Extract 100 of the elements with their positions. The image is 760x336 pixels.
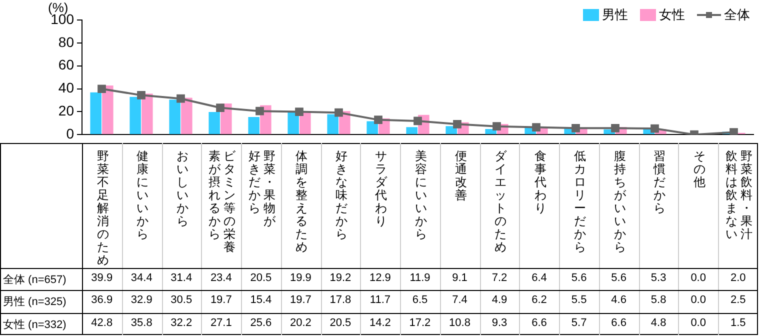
data-label: 14.2 <box>368 316 392 329</box>
bar <box>485 128 496 134</box>
data-label: 35.8 <box>130 316 154 329</box>
data-label: 0.0 <box>690 316 707 329</box>
data-label: 36.9 <box>90 294 114 306</box>
point <box>453 120 462 128</box>
data-label: 6.6 <box>610 316 628 329</box>
data-label: 12.9 <box>368 272 392 284</box>
point <box>137 90 146 100</box>
point <box>611 124 620 132</box>
data-label: 20.5 <box>249 272 273 284</box>
x-tick-label: 腹持ちがいいから <box>613 149 626 254</box>
bar <box>130 96 141 134</box>
data-label: 5.6 <box>610 272 628 284</box>
data-label: 4.6 <box>610 294 628 306</box>
point <box>730 128 738 135</box>
data-label: 19.7 <box>209 294 233 306</box>
x-tick-label: サラダ代わり <box>374 149 388 228</box>
data-label: 6.4 <box>530 272 548 284</box>
text: 全体 <box>3 274 25 286</box>
bar <box>142 94 153 134</box>
data-label: 7.4 <box>451 294 468 306</box>
category-label: 野菜不足解消のため <box>96 149 109 267</box>
data-label: 19.7 <box>288 294 312 306</box>
data-label: 15.4 <box>249 294 273 306</box>
text: (n=325) <box>28 296 66 308</box>
point <box>295 108 304 116</box>
x-tick-label: 好きな味だから <box>334 149 348 241</box>
data-label: 17.2 <box>408 316 432 329</box>
x-tick-label: 食事代わり <box>534 149 547 215</box>
x-tick-label: 低カロリーだから <box>574 149 587 254</box>
data-label: 17.8 <box>328 294 352 306</box>
x-tick-label: 体調を整えるため <box>295 149 308 254</box>
data-label: 5.6 <box>570 272 588 284</box>
data-label: 4.9 <box>490 294 508 306</box>
data-label: 19.2 <box>328 272 352 284</box>
data-label: 10.8 <box>448 316 472 329</box>
data-label: 42.8 <box>90 316 114 329</box>
data-label: 6.6 <box>530 316 548 329</box>
data-label: 25.6 <box>249 316 273 329</box>
text: 男性 <box>3 296 25 308</box>
category-label: 野菜飲料・果汁飲料は飲まない <box>726 149 753 241</box>
data-label: 30.5 <box>170 294 194 306</box>
category-label: ビタミン等の栄養素が摂れるから <box>208 149 236 254</box>
data-label: 0.0 <box>690 294 707 306</box>
data-label: 34.4 <box>130 272 154 284</box>
data-label: 19.9 <box>288 272 312 284</box>
point <box>414 116 422 126</box>
bar <box>102 86 114 134</box>
y-tick-label: 20 <box>58 102 74 119</box>
data-label: 39.9 <box>90 272 114 284</box>
data-label: 32.9 <box>130 294 154 306</box>
bar <box>327 114 338 134</box>
data-label: 6.2 <box>530 294 548 306</box>
bar <box>366 121 378 134</box>
data-label: 6.5 <box>411 294 429 306</box>
data-label: 1.5 <box>729 316 747 329</box>
point <box>532 123 540 132</box>
text: (n=657) <box>28 274 66 286</box>
bar <box>248 116 260 134</box>
legend-label: 女性 <box>659 6 685 24</box>
x-tick-label: おいしいから <box>176 149 189 228</box>
point <box>256 106 264 116</box>
y-tick-label: 0 <box>66 125 74 142</box>
y-tick-label: 80 <box>58 34 74 50</box>
data-label: 2.5 <box>729 294 747 306</box>
x-tick-label: ダイエットのため <box>494 149 508 254</box>
point <box>650 124 659 133</box>
point <box>572 124 580 132</box>
data-label: 5.5 <box>570 294 588 306</box>
y-tick-label: 60 <box>58 56 74 73</box>
data-label: 27.1 <box>209 316 233 329</box>
data-label: 11.9 <box>408 272 432 284</box>
legend-label: 男性 <box>602 6 628 24</box>
data-label: 0.0 <box>690 272 707 284</box>
bar <box>288 112 299 134</box>
point <box>334 108 343 117</box>
text: 女性 <box>3 318 25 331</box>
bar <box>406 127 418 134</box>
data-label: 7.2 <box>490 272 508 284</box>
bar <box>181 98 192 134</box>
point <box>216 104 224 112</box>
x-tick-label: 習慣だから <box>653 149 666 215</box>
data-label: 20.5 <box>328 316 352 329</box>
x-tick-label: 美容にいいから <box>414 149 428 241</box>
data-label: 9.3 <box>490 316 508 329</box>
data-label: 5.3 <box>650 272 668 284</box>
text: (n=332) <box>28 318 66 331</box>
data-label: 31.4 <box>170 272 194 284</box>
data-label: 23.4 <box>209 272 233 284</box>
data-label: 5.7 <box>570 316 588 329</box>
data-label: 32.2 <box>170 316 194 329</box>
data-label: 5.8 <box>650 294 668 306</box>
data-label: 9.1 <box>451 272 468 284</box>
category-label: 野菜・果物が好きだから <box>248 149 276 228</box>
data-label: 20.2 <box>288 316 312 329</box>
x-tick-label: 健康にいいから <box>136 149 150 241</box>
x-tick-label: 便通改善 <box>454 149 468 202</box>
y-tick-label: 40 <box>58 80 74 96</box>
point <box>492 122 501 131</box>
